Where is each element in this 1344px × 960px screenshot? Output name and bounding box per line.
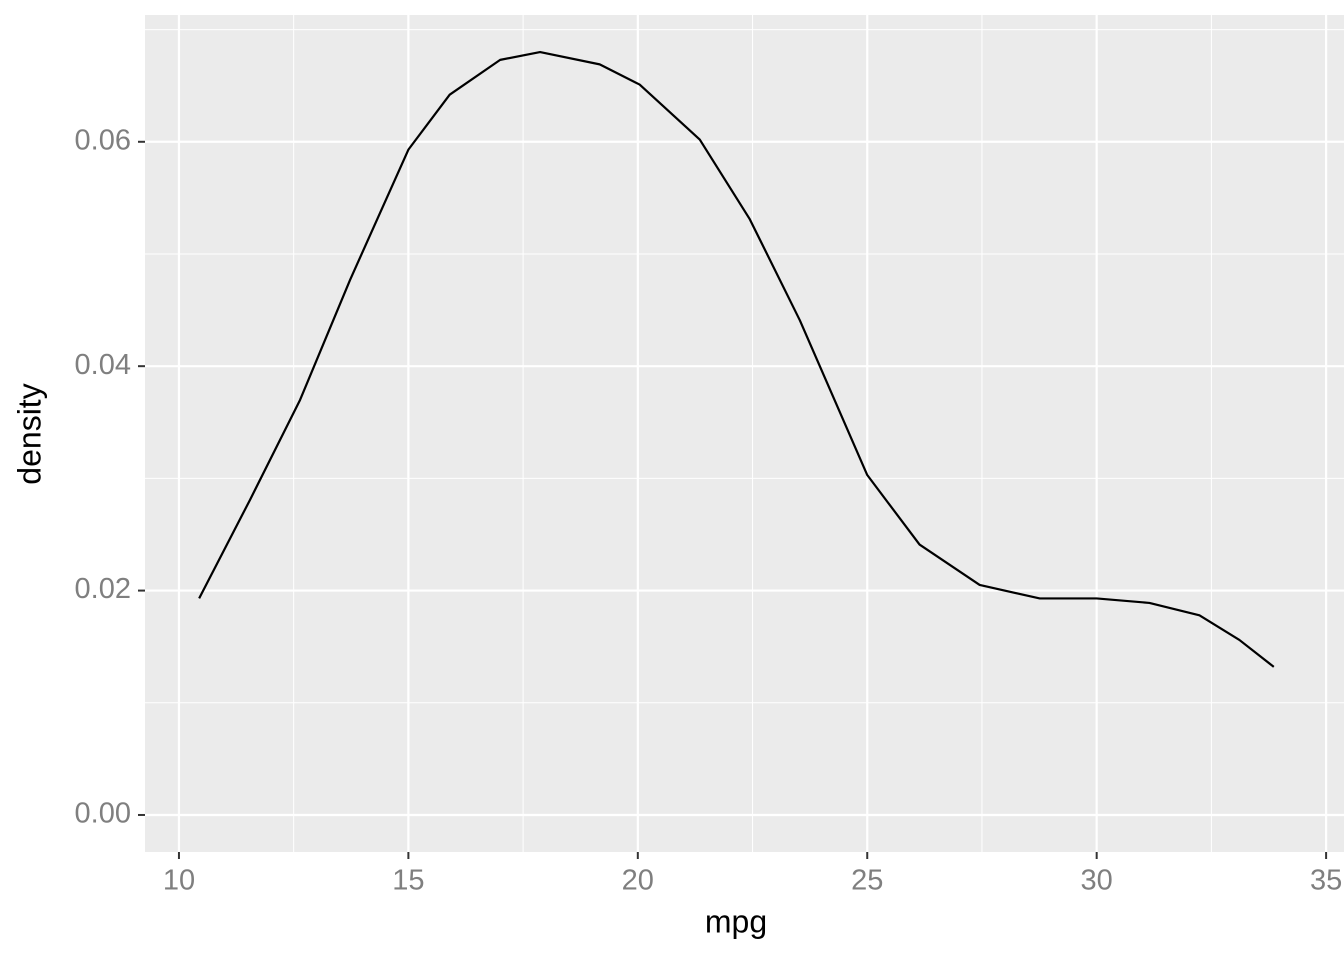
x-tick-label: 15 — [392, 865, 424, 897]
y-tick-label: 0.02 — [75, 573, 131, 605]
x-tick-label: 30 — [1081, 865, 1113, 897]
x-tick-label: 35 — [1310, 865, 1342, 897]
plot-panel — [145, 15, 1344, 852]
x-axis-title: mpg — [705, 903, 767, 939]
density-line — [198, 50, 1275, 668]
x-tick-label: 25 — [851, 865, 883, 897]
y-tick-label: 0.04 — [75, 349, 131, 381]
x-tick-label: 10 — [163, 865, 195, 897]
x-tick-label: 20 — [622, 865, 654, 897]
y-axis-title: density — [11, 383, 47, 484]
y-tick-label: 0.06 — [75, 124, 131, 156]
y-tick-label: 0.00 — [75, 798, 131, 830]
